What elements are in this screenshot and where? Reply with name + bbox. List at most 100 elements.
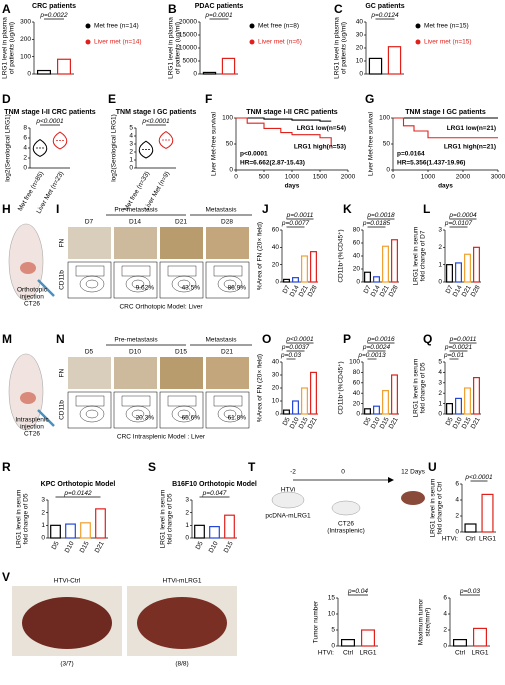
y-tick-label: 10 bbox=[328, 611, 336, 618]
syringe bbox=[37, 279, 55, 297]
p-value: p=0.0013 bbox=[357, 352, 386, 359]
y-tick-label: 3 bbox=[41, 497, 45, 504]
category-label: D10 bbox=[64, 540, 76, 554]
bar bbox=[453, 638, 468, 647]
legend-label: Liver met (n=15) bbox=[424, 39, 472, 46]
y-tick-label: 4 bbox=[438, 369, 442, 376]
bar bbox=[473, 246, 480, 283]
y-tick-label: 100 bbox=[20, 53, 31, 60]
y-tick-label: 1 bbox=[438, 400, 442, 407]
p-value: p=0.0077 bbox=[281, 220, 310, 227]
day-label: D5 bbox=[85, 349, 94, 356]
panel-letter: P bbox=[343, 332, 351, 346]
p-value: p=0.0037 bbox=[281, 344, 310, 351]
y-tick-label: 100 bbox=[379, 115, 390, 122]
x-tick-label: 0 bbox=[391, 174, 395, 181]
legend-label: Met free (n=15) bbox=[424, 23, 469, 30]
category-label: D10 bbox=[208, 540, 220, 554]
flow-plot bbox=[205, 261, 250, 299]
bar bbox=[373, 276, 380, 283]
y-axis-label: CD11b⁺(%CD45⁺) bbox=[338, 361, 345, 414]
y-axis-label: fold change of Ctrl bbox=[437, 481, 444, 534]
flow-plot bbox=[113, 261, 158, 299]
bar bbox=[292, 400, 299, 415]
panel-letter: S bbox=[148, 460, 156, 474]
flow-gate bbox=[167, 395, 197, 407]
y-tick-label: 3 bbox=[438, 380, 442, 387]
p-value: p=0.0107 bbox=[444, 220, 473, 227]
row-label: CD11b bbox=[59, 270, 66, 290]
y-tick-label: 10 bbox=[272, 398, 280, 405]
scheme-label: pcDNA-mLRG1 bbox=[265, 513, 311, 520]
series-label: LRG1 low(n=54) bbox=[297, 125, 346, 132]
scheme-label: CT26 bbox=[338, 521, 354, 528]
y-axis-label: LRG1 level in serum bbox=[160, 490, 167, 549]
category-label: D5 bbox=[282, 416, 292, 427]
y-tick-label: 15000 bbox=[179, 32, 197, 39]
y-axis-label: LRG1 level in serum bbox=[413, 359, 420, 418]
legend-label: Liver met (n=6) bbox=[258, 39, 302, 46]
y-tick-label: 2 bbox=[438, 390, 442, 397]
panel-title: KPC Orthotopic Model bbox=[41, 481, 116, 488]
stage-header: Metastasis bbox=[205, 207, 237, 214]
x-axis-label: days bbox=[438, 183, 453, 190]
time-label: -2 bbox=[290, 469, 296, 476]
flow-contour bbox=[223, 409, 237, 419]
bar bbox=[65, 523, 76, 539]
day-label: D7 bbox=[85, 219, 94, 226]
y-tick-label: 1 bbox=[129, 157, 133, 164]
y-tick-label: 6 bbox=[23, 135, 27, 142]
violin bbox=[158, 131, 174, 149]
y-axis-label: Tumor number bbox=[313, 600, 320, 643]
panel-letter: O bbox=[262, 332, 271, 346]
flow-contour bbox=[85, 279, 99, 289]
flow-gate bbox=[121, 265, 151, 277]
bar bbox=[301, 255, 308, 283]
category-label: D5 bbox=[51, 540, 61, 551]
y-tick-label: 2 bbox=[185, 509, 189, 516]
y-tick-label: 50 bbox=[383, 141, 391, 148]
category-label: D28 bbox=[388, 284, 400, 298]
legend-marker bbox=[415, 39, 421, 45]
y-tick-label: 0 bbox=[27, 71, 31, 78]
bar bbox=[368, 57, 383, 75]
bar bbox=[382, 245, 389, 283]
y-tick-label: 100 bbox=[222, 115, 233, 122]
flow-plot bbox=[67, 391, 112, 429]
injection-label: CT26 bbox=[24, 301, 40, 308]
annotation: p=0.0164 bbox=[397, 151, 425, 158]
legend-marker bbox=[249, 23, 255, 29]
annotation: p<0.0001 bbox=[240, 151, 268, 158]
liver bbox=[137, 597, 227, 649]
y-axis-label: CD11b⁺(%CD45⁺) bbox=[338, 229, 345, 282]
p-value: p=0.0022 bbox=[39, 12, 68, 19]
flow-gate bbox=[213, 395, 243, 407]
legend-marker bbox=[415, 23, 421, 29]
y-tick-label: 0 bbox=[23, 165, 27, 172]
y-tick-label: 80 bbox=[353, 369, 361, 376]
y-tick-label: 0 bbox=[438, 411, 442, 418]
y-tick-label: 100 bbox=[349, 359, 360, 366]
bar bbox=[391, 374, 398, 415]
y-tick-label: 0 bbox=[356, 279, 360, 286]
x-tick-label: 3000 bbox=[491, 174, 505, 181]
y-axis-label: log2(Serological LRG1) bbox=[111, 114, 118, 182]
time-label: 12 Days bbox=[401, 469, 426, 476]
bar bbox=[387, 46, 402, 75]
injection-label: injection bbox=[20, 424, 44, 431]
category-label: D7 bbox=[445, 284, 455, 295]
annotation: HR=5.356(1.437-19.96) bbox=[397, 160, 465, 167]
series-label: LRG1 high(n=53) bbox=[294, 143, 346, 150]
panel-title: TNM stage I GC patients bbox=[405, 109, 486, 116]
category-label: D5 bbox=[363, 416, 373, 427]
caption: CRC Intrasplenic Model : Liver bbox=[117, 434, 206, 441]
x-axis-label: days bbox=[285, 183, 300, 190]
ihc-image bbox=[206, 227, 249, 259]
p-value: p=0.0124 bbox=[370, 12, 399, 19]
y-tick-label: 0 bbox=[438, 279, 442, 286]
caption: CRC Orthotopic Model: Liver bbox=[119, 304, 203, 311]
p-value: p=0.0021 bbox=[444, 344, 473, 351]
y-axis-label: log2(Serological LRG1) bbox=[5, 114, 12, 182]
injection-label: CT26 bbox=[24, 431, 40, 438]
p-value: p=0.0016 bbox=[366, 336, 395, 343]
